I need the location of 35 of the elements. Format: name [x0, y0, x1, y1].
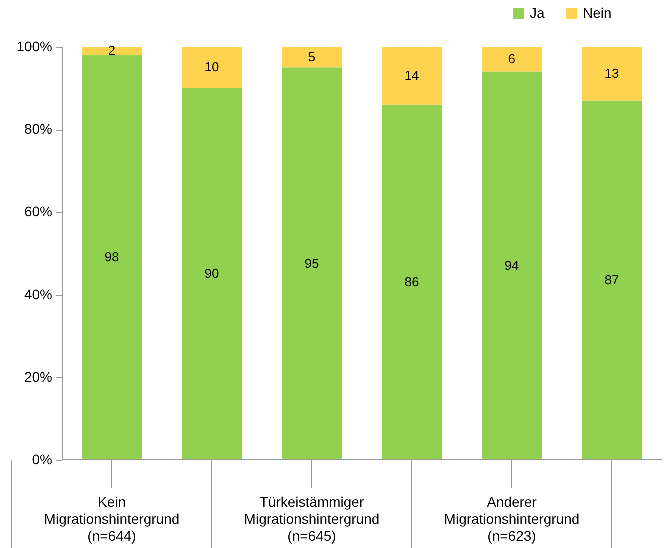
data-label: 5 [308, 49, 316, 64]
bar [282, 47, 342, 68]
data-label: 6 [508, 51, 516, 66]
text: Türkeistämmiger Migrationshintergrund (n=645) [244, 494, 380, 544]
legend-label: Nein [583, 5, 612, 21]
bar [382, 104, 442, 460]
y-tick-label: 100% [16, 38, 52, 54]
bar [582, 47, 642, 101]
y-tick-label: 0% [32, 452, 52, 468]
bar [82, 47, 142, 56]
y-tick-label: 40% [24, 286, 52, 302]
data-label: 94 [504, 258, 520, 273]
y-tick-label: 60% [24, 204, 52, 220]
bar [482, 72, 542, 460]
data-label: 90 [204, 266, 220, 282]
data-label: 10 [204, 60, 220, 75]
data-label: 98 [104, 250, 120, 265]
bar [182, 88, 242, 460]
bar [82, 55, 142, 460]
bar [182, 47, 242, 88]
data-label: 13 [604, 66, 620, 81]
y-tick-label: 80% [24, 121, 52, 138]
data-label: 86 [404, 274, 420, 290]
bar [282, 68, 342, 460]
bar [382, 47, 442, 105]
data-label: 95 [304, 256, 320, 271]
text: Kein Migrationshintergrund (n=644) [44, 494, 180, 544]
data-label: 14 [404, 68, 420, 83]
legend-label: Ja [530, 5, 545, 21]
y-tick-label: 20% [24, 368, 52, 385]
data-label: 87 [604, 272, 620, 288]
text: Anderer Migrationshintergrund (n=623) [444, 494, 580, 544]
data-label: 2 [108, 43, 116, 58]
bar [482, 47, 542, 72]
bar [582, 100, 642, 460]
